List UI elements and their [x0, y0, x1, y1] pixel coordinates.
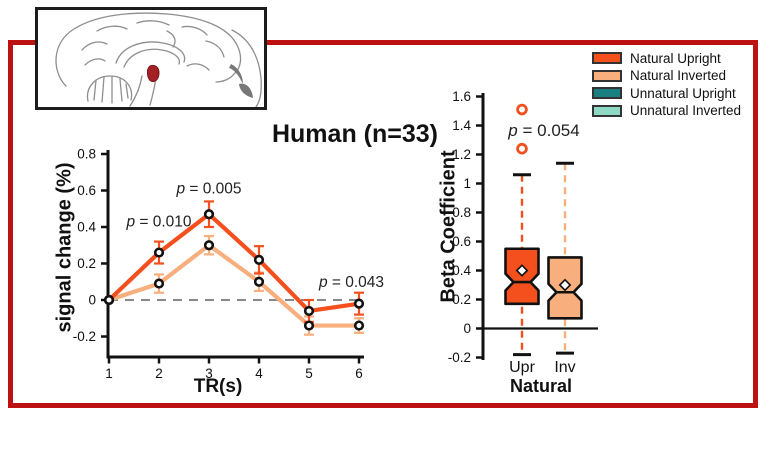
p-value-annotation: p = 0.010: [125, 214, 191, 231]
highlight-nucleus: [147, 64, 160, 82]
legend-label: Natural Inverted: [630, 68, 727, 83]
p-value-annotation: p = 0.054: [507, 121, 579, 140]
y-tick-label: 0.2: [77, 256, 96, 271]
brain-inset-box: [35, 7, 267, 110]
signal-change-line-chart: 0.8 0.6 0.4 0.2 0 -0.2 1 2 3 4 5 6 p = 0.010 p = 0.00…: [73, 147, 384, 382]
data-point-marker: [153, 247, 165, 258]
outlier-point: [516, 142, 528, 155]
data-point-marker: [253, 254, 265, 265]
legend-swatch: [592, 104, 622, 117]
legend-item: Unnatural Upright: [592, 85, 741, 101]
y-tick-label: 0.6: [452, 234, 471, 249]
line-series-natural-inverted: [106, 243, 362, 328]
x-tick-label: 4: [255, 366, 263, 381]
legend: Natural Upright Natural Inverted Unnatural…: [592, 51, 741, 118]
panel-title: Human (n=33): [271, 120, 438, 148]
data-point-marker: [203, 209, 215, 220]
head-outline: [231, 29, 262, 108]
y-tick-label: 0.4: [452, 263, 471, 278]
data-point-marker: [353, 320, 365, 331]
legend-label: Unnatural Inverted: [630, 103, 742, 118]
y-tick-label: 0: [88, 293, 96, 308]
category-label-upr: Upr: [509, 359, 535, 376]
y-tick-label: -0.2: [448, 350, 471, 365]
legend-item: Unnatural Inverted: [592, 103, 742, 118]
legend-label: Unnatural Upright: [630, 85, 736, 101]
legend-swatch: [592, 87, 622, 99]
p-value-annotation: p = 0.043: [318, 274, 384, 291]
category-label-inv: Inv: [554, 359, 575, 376]
legend-swatch: [592, 69, 622, 82]
x-tick-label: 5: [305, 366, 313, 381]
data-point-marker: [253, 276, 265, 287]
data-point-marker: [103, 294, 115, 306]
y-tick-label: 1.6: [452, 89, 471, 104]
legend-label: Natural Upright: [630, 50, 721, 66]
y-tick-label: 0.8: [77, 147, 96, 162]
eye-shape: [239, 83, 253, 98]
data-point-marker: [203, 240, 215, 251]
line-chart-x-axis-label: TR(s): [193, 376, 243, 397]
corpus-callosum: [115, 41, 186, 68]
mean-diamond-upr: [515, 264, 529, 277]
cerebellum-hatching: [93, 76, 129, 104]
y-tick-label: 0: [463, 321, 471, 336]
y-tick-label: 1: [463, 176, 471, 191]
data-point-marker: [303, 320, 315, 331]
boxplot-x-axis-label: Natural: [509, 376, 572, 396]
y-tick-label: -0.2: [73, 329, 96, 344]
p-value-annotation: p = 0.005: [175, 181, 241, 198]
sulci: [81, 20, 225, 71]
beta-coefficient-boxplot: 1.6 1.4 1.2 1 0.8 0.6 0.4 0.2 0 -0.2 Upr Inv p = 0.0…: [448, 89, 598, 376]
cerebellum-outline: [86, 75, 133, 102]
y-tick-label: 0.6: [77, 183, 96, 198]
brain-outline: [55, 12, 242, 87]
x-tick-label: 1: [105, 366, 113, 381]
sagittal-brain-sketch: [55, 12, 262, 108]
x-tick-label: 2: [155, 366, 163, 381]
x-tick-label: 6: [355, 366, 363, 381]
eyebrow-shape: [229, 64, 243, 84]
x-tick-label: 3: [205, 366, 213, 381]
y-tick-label: 0.8: [452, 205, 471, 220]
line-series-natural-upright: [106, 212, 362, 314]
legend-swatch: [592, 52, 622, 64]
y-tick-label: 0.4: [77, 220, 96, 235]
data-point-marker: [303, 305, 315, 317]
mean-diamond-inv: [558, 278, 572, 292]
legend-item: Natural Upright: [592, 50, 741, 66]
line-chart-y-axis-label: signal change (%): [53, 162, 76, 333]
data-point-marker: [153, 278, 165, 289]
figure-frame: [8, 40, 758, 408]
legend-item: Natural Inverted: [592, 68, 741, 83]
outlier-point: [516, 103, 528, 116]
y-tick-label: 1.4: [452, 118, 471, 133]
boxplot-y-axis-label: Beta Coefficient: [437, 150, 460, 303]
y-tick-label: 0.2: [452, 292, 471, 307]
y-tick-label: 1.2: [452, 147, 471, 162]
data-point-marker: [353, 298, 365, 309]
